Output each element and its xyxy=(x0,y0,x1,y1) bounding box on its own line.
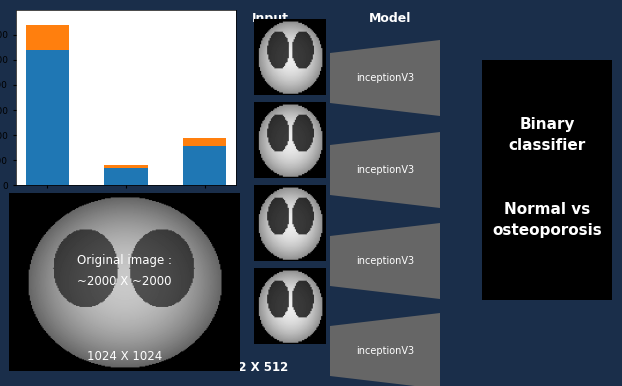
Polygon shape xyxy=(330,313,440,386)
Text: inceptionV3: inceptionV3 xyxy=(356,73,414,83)
Text: 1024 X 1024: 1024 X 1024 xyxy=(87,350,162,363)
Text: Original image :: Original image : xyxy=(77,254,172,267)
FancyBboxPatch shape xyxy=(482,60,612,300)
Polygon shape xyxy=(330,223,440,299)
Text: Binary
classifier: Binary classifier xyxy=(508,117,586,153)
X-axis label: 2 class in female and male: 2 class in female and male xyxy=(60,206,192,216)
Bar xyxy=(26,50,69,185)
Bar xyxy=(183,146,226,185)
Polygon shape xyxy=(330,40,440,116)
Text: Input: Input xyxy=(251,12,289,25)
Text: Model: Model xyxy=(369,12,411,25)
Polygon shape xyxy=(330,132,440,208)
Text: inceptionV3: inceptionV3 xyxy=(356,346,414,356)
Bar xyxy=(26,25,69,50)
Text: inceptionV3: inceptionV3 xyxy=(356,256,414,266)
Text: inceptionV3: inceptionV3 xyxy=(356,165,414,175)
Bar xyxy=(104,168,147,185)
Text: 512 X 512: 512 X 512 xyxy=(222,361,288,374)
Bar xyxy=(183,138,226,146)
Text: ~2000 X ~2000: ~2000 X ~2000 xyxy=(77,275,172,288)
Bar xyxy=(104,165,147,168)
Text: Normal vs
osteoporosis: Normal vs osteoporosis xyxy=(492,202,602,238)
